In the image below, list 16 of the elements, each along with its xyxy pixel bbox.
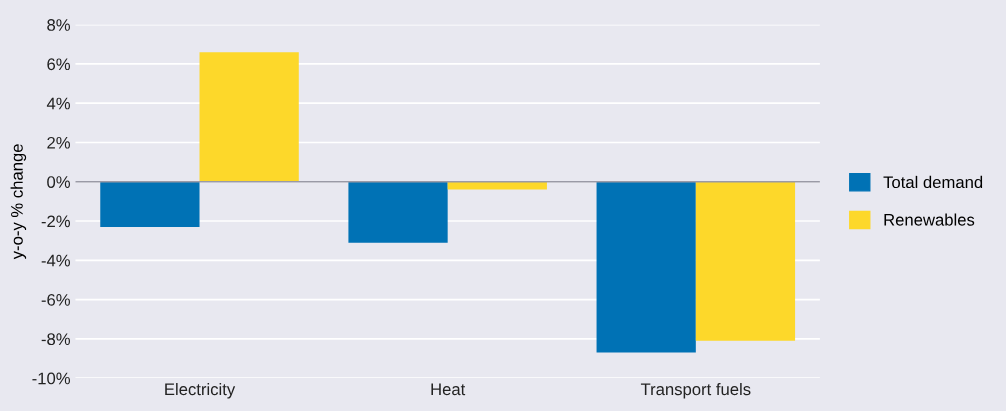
y-tick-label: -2% — [41, 215, 70, 228]
y-tick-label: 2% — [47, 136, 70, 149]
x-tick-label: Transport fuels — [640, 382, 751, 399]
y-tick-label: 8% — [47, 19, 70, 31]
legend-label: Renewables — [884, 213, 975, 226]
y-tick-label: -8% — [41, 333, 70, 346]
y-tick-label: 0% — [47, 176, 70, 188]
y-tick-label: 6% — [47, 58, 70, 71]
y-tick-label: -6% — [41, 293, 70, 306]
y-tick-label: -4% — [41, 254, 70, 267]
y-tick-label: 4% — [46, 97, 70, 110]
x-tick-label: Heat — [431, 383, 466, 396]
legend-label: Total demand — [883, 175, 983, 189]
x-tick-label: Electricity — [165, 382, 236, 399]
y-axis-title: y-o-y % change — [10, 144, 27, 260]
y-tick-label: -10% — [32, 372, 70, 385]
